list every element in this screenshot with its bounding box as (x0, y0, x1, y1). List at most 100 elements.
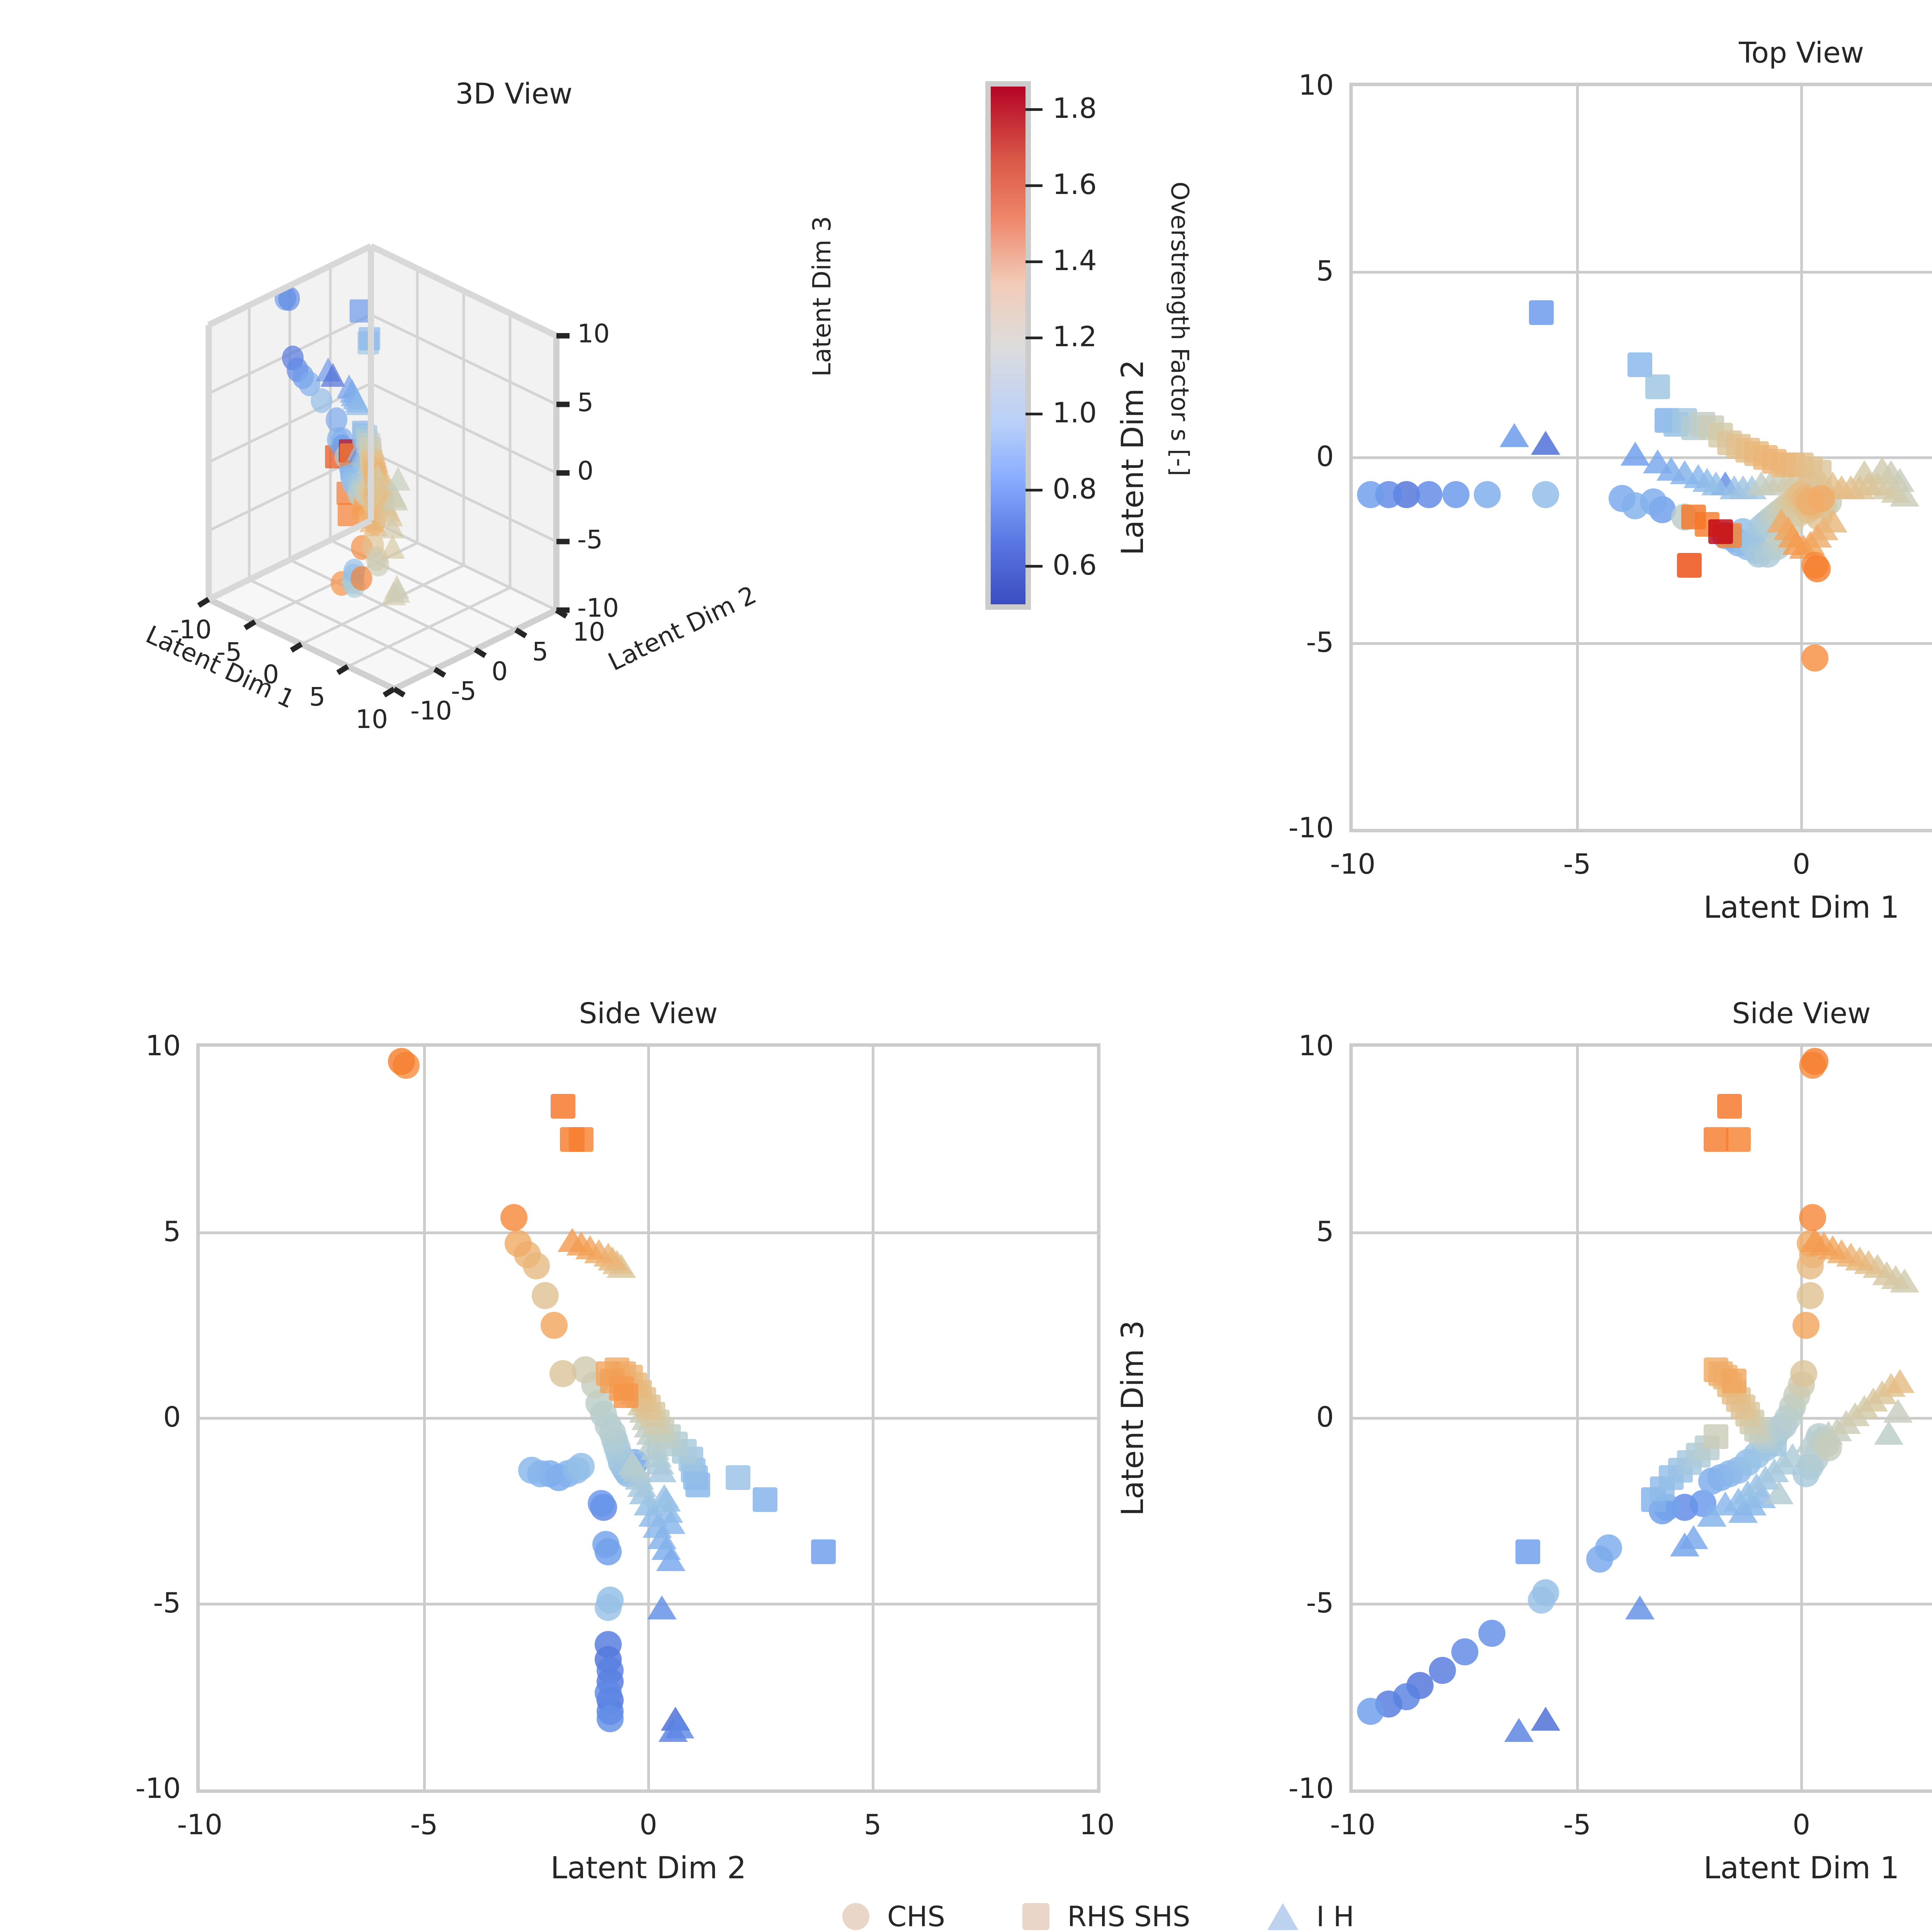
data-point-chs (1478, 1620, 1505, 1647)
data-point-ih (1531, 1707, 1561, 1731)
legend-triangle-icon (1267, 1903, 1299, 1930)
data-point-rhs-shs (551, 1094, 576, 1119)
data-point-rhs-shs (1726, 1127, 1751, 1152)
y-axis-label-top: Latent Dim 2 (1116, 359, 1150, 556)
data-point-chs (1808, 485, 1835, 512)
colorbar-tick-mark (1026, 565, 1043, 568)
legend-item-rhs-shs[interactable]: RHS SHS (1022, 1900, 1267, 1932)
gridline-horizontal (1353, 270, 1932, 274)
z3d-tick-label: 0 (577, 456, 594, 486)
x-tick-label: -5 (410, 1808, 438, 1841)
x-axis-label-top: Latent Dim 1 (1703, 890, 1900, 925)
x3d-tick-label: -10 (170, 615, 212, 645)
data-point-ih (1764, 1480, 1794, 1505)
data-point-chs (1415, 481, 1443, 509)
x-tick-label: -5 (1563, 848, 1591, 880)
data-point-chs (541, 1311, 568, 1339)
x-axis-label-side-left: Latent Dim 2 (550, 1851, 747, 1886)
colorbar-tick-label: 1.2 (1053, 320, 1097, 353)
data-point-ih (1531, 430, 1561, 455)
data-point-chs (1532, 481, 1560, 509)
data-point-rhs-shs (1721, 1368, 1747, 1393)
x-tick-label: -10 (177, 1808, 223, 1841)
y-tick-label: -10 (1288, 1772, 1334, 1804)
y-tick-label: -5 (1306, 1586, 1334, 1619)
data-point-chs (594, 1594, 622, 1621)
data-point-rhs-shs (1681, 504, 1706, 529)
legend-item-chs[interactable]: CHS (842, 1900, 1022, 1932)
x-tick-label: 0 (1793, 848, 1810, 880)
panel-side-left-title: Side View (579, 997, 718, 1030)
data-point-chs (1595, 1534, 1622, 1562)
x-tick-label: -5 (1563, 1808, 1591, 1841)
data-point-chs (1442, 481, 1470, 509)
colorbar-tick-label: 1.0 (1053, 396, 1097, 429)
data-point-rhs-shs (752, 1487, 777, 1512)
data-point-chs (592, 1531, 619, 1558)
x-tick-label: 0 (639, 1808, 657, 1841)
plot-area-side-right (1349, 1043, 1932, 1793)
colorbar-tick-label: 0.8 (1053, 473, 1097, 505)
data-point-chs (518, 1456, 546, 1484)
data-point-chs (1622, 492, 1649, 519)
data-point-ih (1504, 1718, 1534, 1742)
y3d-tick-label: 10 (573, 617, 605, 647)
z3d-tick-label: 5 (577, 387, 594, 417)
panel-side-right-title: Side View (1732, 997, 1871, 1030)
gridline-horizontal (1353, 1231, 1932, 1234)
data-point-rhs-shs (1677, 553, 1702, 578)
colorbar-tick-mark (1026, 489, 1043, 492)
panel-side-view-left: Side View Latent Dim 2 Latent Dim 3 -10-… (135, 997, 1114, 1886)
x-tick-label: -10 (1330, 848, 1376, 880)
colorbar-title: Overstrength Factor s [-] (1166, 182, 1194, 476)
data-point-rhs-shs (1515, 1539, 1540, 1564)
z3d-tick-label: -5 (577, 524, 603, 554)
data-point-ih (665, 1714, 695, 1738)
z3d-tick-label: 10 (577, 319, 610, 349)
gridline-horizontal (1353, 642, 1932, 645)
data-point-chs (388, 1048, 415, 1075)
y-tick-label: 0 (163, 1401, 181, 1433)
data-point-rhs-shs (726, 1465, 751, 1490)
colorbar-tick-mark (1026, 260, 1043, 264)
y-tick-label: 10 (145, 1029, 181, 1062)
legend-item-i-h[interactable]: I H (1267, 1900, 1431, 1932)
data-point-ih (557, 1228, 587, 1252)
figure-legend: CHS RHS SHS I H (842, 1893, 1432, 1932)
data-point-chs (1393, 1683, 1420, 1710)
colorbar-tick-mark (1026, 184, 1043, 187)
colorbar-tick-mark (1026, 413, 1043, 416)
data-point-rhs-shs (1704, 1127, 1729, 1152)
x3d-tick-label: 0 (263, 660, 279, 689)
y-tick-label: 5 (163, 1215, 181, 1248)
data-point-rhs-shs (613, 1383, 638, 1408)
data-point-chs (1801, 1048, 1828, 1075)
data-point-chs (1357, 481, 1384, 509)
y-tick-label: 0 (1316, 440, 1334, 473)
y-tick-label: -10 (1288, 811, 1334, 844)
data-point-chs (500, 1204, 527, 1231)
data-point-chs (549, 1360, 577, 1387)
x-tick-label: 10 (1079, 1808, 1115, 1841)
colorbar-tick-mark (1026, 337, 1043, 340)
data-point-chs (588, 1490, 615, 1517)
data-point-chs (594, 1679, 622, 1707)
data-point-chs (1799, 1204, 1827, 1231)
data-point-rhs-shs (1529, 300, 1554, 325)
data-point-chs (1474, 481, 1501, 509)
y-tick-label: -5 (153, 1586, 181, 1619)
data-point-rhs-shs (1717, 1094, 1742, 1119)
plot-area-side-left (196, 1043, 1100, 1793)
data-point-chs (1803, 555, 1831, 583)
z3d-tick-label: -10 (577, 593, 619, 623)
data-point-chs (1357, 1698, 1384, 1725)
y3d-tick-label: 0 (492, 656, 508, 686)
legend-item-label: CHS (887, 1900, 946, 1932)
data-point-chs (1527, 1586, 1555, 1614)
y3d-tick-label: -10 (410, 696, 452, 726)
plot-3d-axes (197, 243, 570, 697)
legend-item-label: I H (1316, 1900, 1354, 1932)
panel-top-view: Top View Latent Dim 1 Latent Dim 2 -10 -5… (1116, 36, 1932, 925)
panel-3d-view: 3D View -10 -5 0 5 10 -10 -5 0 5 10 -10 -5 0 5 10 Laten… (89, 77, 939, 815)
